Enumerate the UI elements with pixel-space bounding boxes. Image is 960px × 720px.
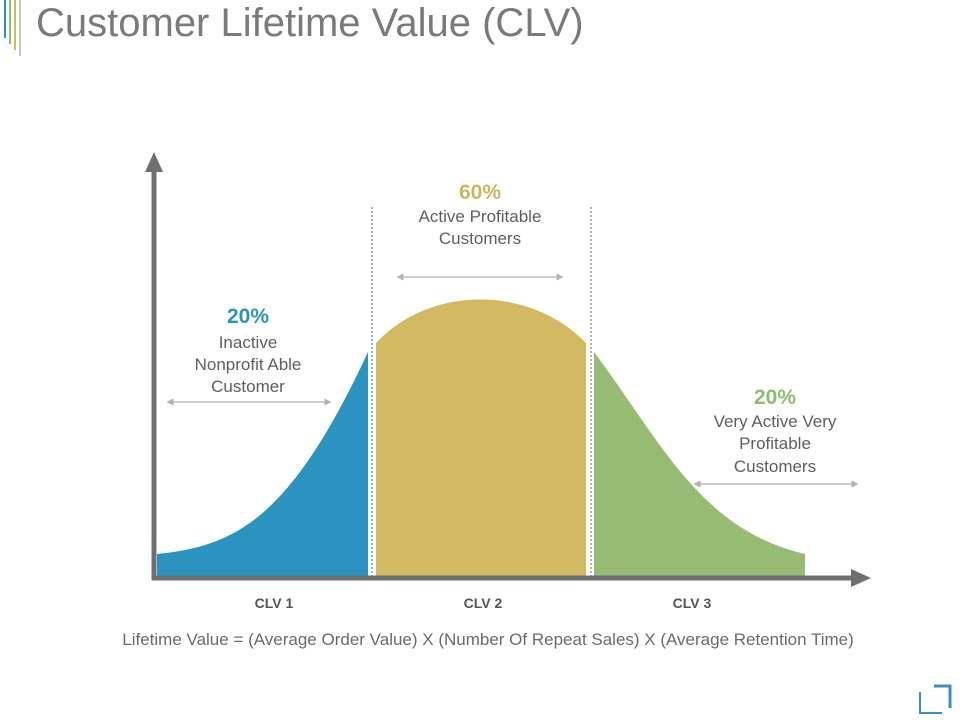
clv2-label-line2: Customers <box>438 229 522 248</box>
clv1-label-line3: Customer <box>211 377 285 396</box>
clv3-label-line2: Profitable <box>739 434 811 453</box>
clv1-percent: 20% <box>226 305 270 328</box>
category-label-clv1: CLV 1 <box>254 595 294 611</box>
accent-bar-gold <box>14 0 16 50</box>
clv2-percent: 60% <box>458 181 502 204</box>
y-axis-arrowhead <box>145 152 163 172</box>
accent-bar-green <box>9 0 11 44</box>
clv1-label-line2: Nonprofit Able <box>194 355 302 374</box>
x-axis-arrowhead <box>851 569 871 587</box>
accent-bar-blue <box>4 0 6 38</box>
accent-bar-gray <box>19 0 21 56</box>
clv3-percent: 20% <box>753 386 797 409</box>
lifetime-value-formula: Lifetime Value = (Average Order Value) X… <box>122 630 854 649</box>
clv1-label-line1: Inactive <box>218 333 278 352</box>
clv3-label-line1: Very Active Very <box>713 412 837 431</box>
title-accent-bars <box>0 0 30 60</box>
page-title: Customer Lifetime Value (CLV) <box>36 1 584 45</box>
category-label-clv2: CLV 2 <box>463 595 503 611</box>
clv2-segment-area <box>376 299 586 576</box>
clv1-segment-area <box>157 352 368 576</box>
clv2-label-line1: Active Profitable <box>418 207 542 226</box>
clv3-label-line3: Customers <box>733 457 817 476</box>
category-label-clv3: CLV 3 <box>672 595 712 611</box>
clv3-segment-area <box>594 352 805 576</box>
corner-bracket-icon <box>919 684 952 714</box>
